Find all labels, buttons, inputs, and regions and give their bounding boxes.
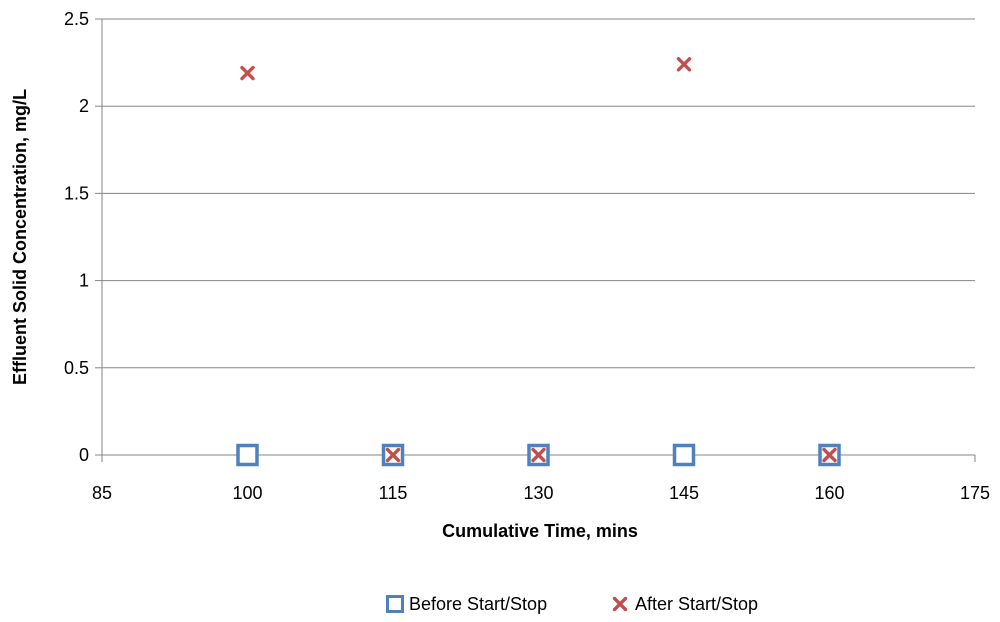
data-point-x (240, 65, 255, 81)
data-point-x (822, 447, 837, 463)
legend-square-icon (386, 595, 404, 613)
y-tick-label: 1.5 (64, 183, 89, 203)
x-tick-label: 175 (960, 483, 990, 503)
data-point-square (672, 443, 696, 467)
x-tick-label: 145 (669, 483, 699, 503)
legend: Before Start/Stop After Start/Stop (386, 594, 758, 614)
y-tick-label: 0.5 (64, 358, 89, 378)
x-tick-label: 115 (379, 483, 408, 503)
legend-x-icon (612, 596, 628, 612)
data-point-x (385, 447, 401, 463)
y-tick-label: 1 (79, 271, 89, 291)
axes (95, 18, 976, 462)
data-point-square (236, 443, 259, 467)
x-tick-label: 100 (232, 483, 262, 503)
tick-labels: 0 0.5 1 1.5 2 2.5 85 100 115 130 145 160 175 (64, 9, 990, 503)
gridlines (102, 18, 975, 369)
x-tick-label: 85 (92, 483, 112, 503)
x-axis-title: Cumulative Time, mins (442, 521, 638, 541)
data-point-x (676, 57, 692, 72)
y-axis-title: Effluent Solid Concentration, mg/L (10, 89, 30, 385)
legend-label: Before Start/Stop (409, 594, 547, 614)
y-tick-label: 2.5 (64, 9, 89, 29)
x-tick-label: 130 (523, 483, 553, 503)
y-tick-label: 0 (79, 445, 89, 465)
x-tick-label: 160 (814, 483, 844, 503)
y-tick-label: 2 (79, 96, 89, 116)
data-point-x (531, 447, 546, 463)
legend-label: After Start/Stop (635, 594, 758, 614)
data-points (236, 57, 841, 467)
